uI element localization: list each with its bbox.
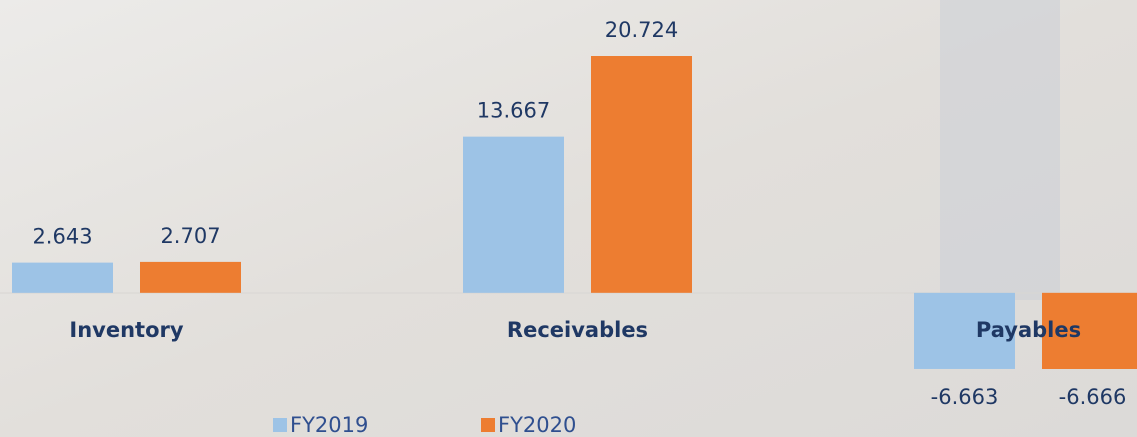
bar — [1042, 292, 1137, 369]
legend-label: FY2019 — [290, 413, 368, 437]
legend-swatch — [273, 418, 287, 432]
value-label: 20.724 — [605, 18, 678, 42]
bar — [140, 261, 241, 293]
value-label: -6.663 — [931, 385, 999, 409]
value-label: -6.666 — [1059, 385, 1127, 409]
value-label: 2.707 — [160, 224, 220, 248]
background-shape — [940, 0, 1060, 300]
value-label: 2.643 — [32, 225, 92, 249]
bar — [12, 262, 113, 293]
category-label: Inventory — [69, 318, 183, 342]
bar — [591, 56, 692, 293]
category-label: Receivables — [507, 318, 648, 342]
category-label: Payables — [976, 318, 1081, 342]
legend-swatch — [481, 418, 495, 432]
bar — [463, 136, 564, 293]
value-label: 13.667 — [477, 99, 550, 123]
bar — [914, 292, 1015, 369]
legend-label: FY2020 — [498, 413, 576, 437]
